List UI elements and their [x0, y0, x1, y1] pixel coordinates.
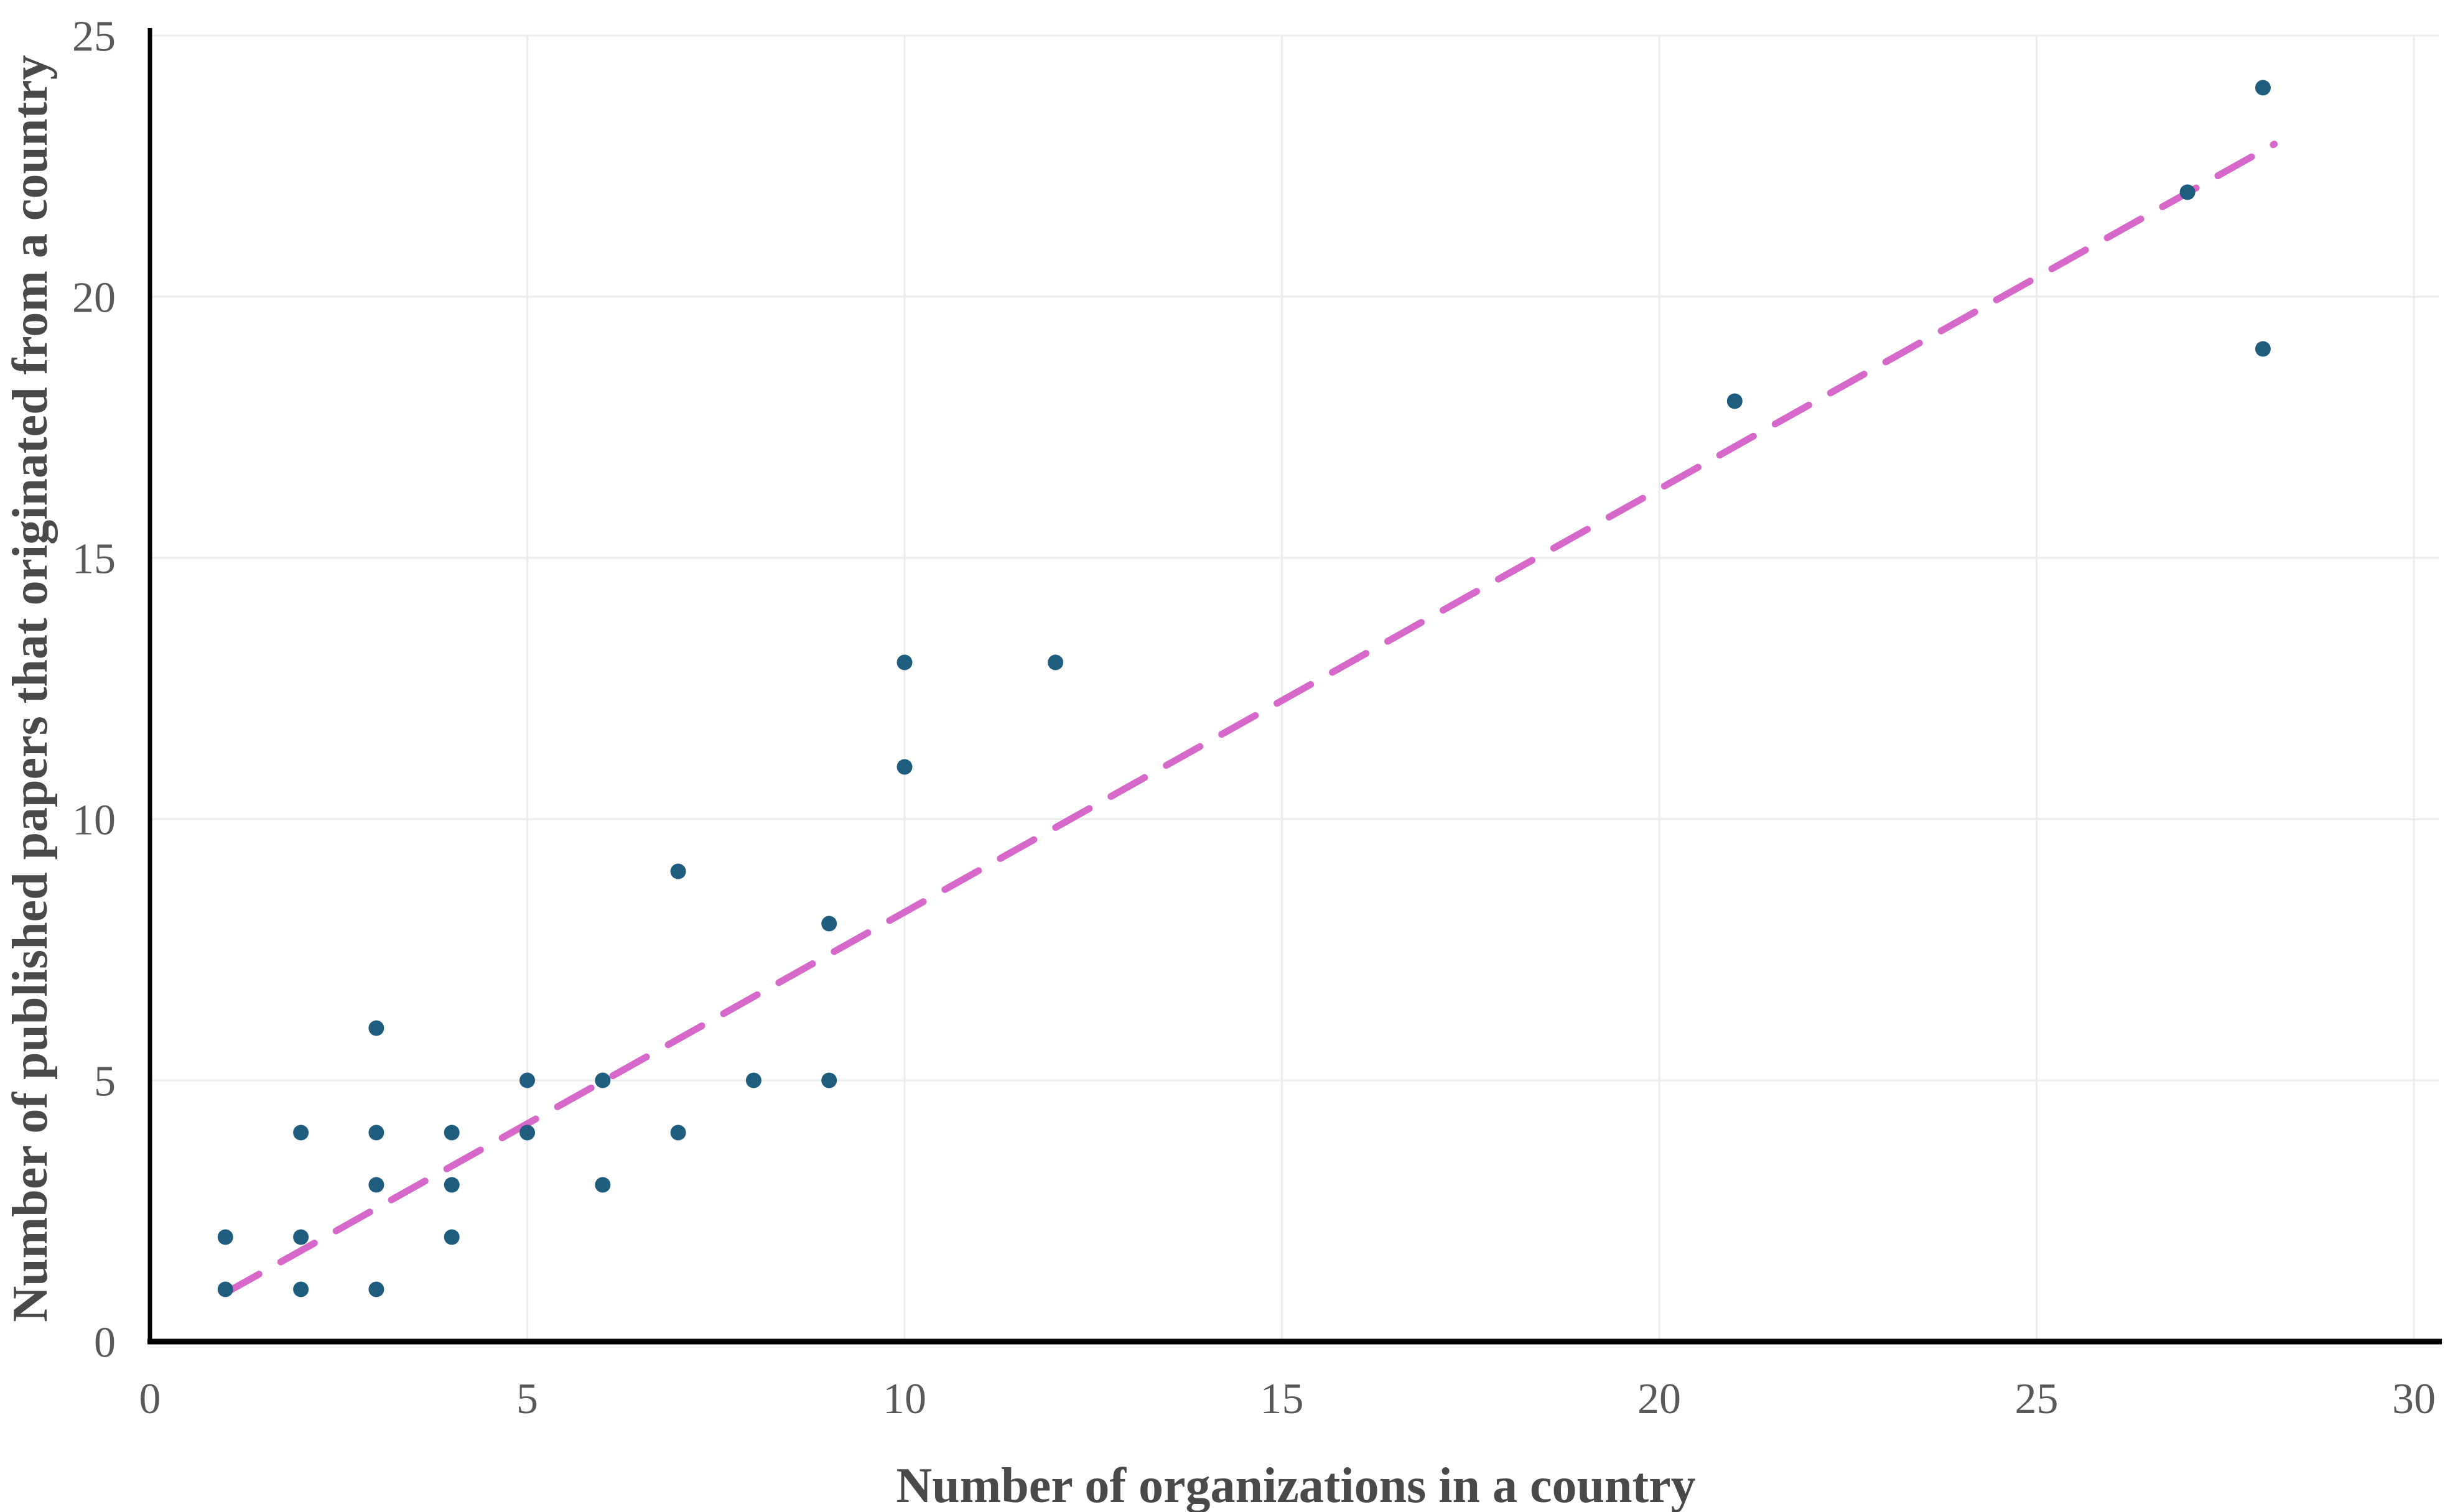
x-axis-title: Number of organizations in a country [896, 1459, 1695, 1512]
x-tick-label: 30 [2392, 1375, 2436, 1423]
data-point [293, 1229, 309, 1245]
data-point [2255, 80, 2271, 96]
data-point [368, 1281, 384, 1297]
data-point [1726, 393, 1743, 409]
data-point [896, 654, 913, 670]
data-point [293, 1281, 309, 1297]
y-tick-labels: 0 5 10 15 20 25 [72, 13, 116, 1367]
data-point [595, 1072, 611, 1088]
data-point [217, 1281, 233, 1297]
data-point [368, 1177, 384, 1193]
data-point [368, 1125, 384, 1141]
x-tick-labels: 0 5 10 15 20 25 30 [139, 1375, 2436, 1423]
data-point [368, 1020, 384, 1036]
y-tick-label: 0 [94, 1319, 116, 1367]
data-point [821, 1072, 837, 1088]
data-point [519, 1072, 535, 1088]
data-point [293, 1125, 309, 1141]
data-point [519, 1125, 535, 1141]
x-tick-label: 0 [139, 1375, 161, 1423]
data-point [670, 1125, 686, 1141]
data-point [595, 1177, 611, 1193]
y-tick-label: 20 [72, 274, 116, 322]
data-point [896, 759, 913, 775]
data-point [1048, 654, 1064, 670]
data-point [2179, 184, 2196, 200]
y-axis-title: Number of published papers that originat… [3, 55, 58, 1322]
y-tick-label: 5 [94, 1058, 116, 1106]
y-tick-label: 10 [72, 797, 116, 845]
data-point [444, 1177, 460, 1193]
data-point [821, 916, 837, 932]
y-tick-label: 15 [72, 536, 116, 583]
x-tick-label: 5 [516, 1375, 538, 1423]
data-points [217, 80, 2271, 1297]
data-point [670, 863, 686, 879]
trendline [221, 141, 2278, 1297]
x-tick-label: 10 [883, 1375, 926, 1423]
data-point [444, 1229, 460, 1245]
data-point [745, 1072, 761, 1088]
x-tick-label: 25 [2015, 1375, 2059, 1423]
x-tick-label: 20 [1637, 1375, 1681, 1423]
data-point [2255, 341, 2271, 357]
gridlines [150, 34, 2439, 1342]
data-point [444, 1125, 460, 1141]
x-tick-label: 15 [1260, 1375, 1304, 1423]
y-tick-label: 25 [72, 13, 116, 61]
data-point [217, 1229, 233, 1245]
